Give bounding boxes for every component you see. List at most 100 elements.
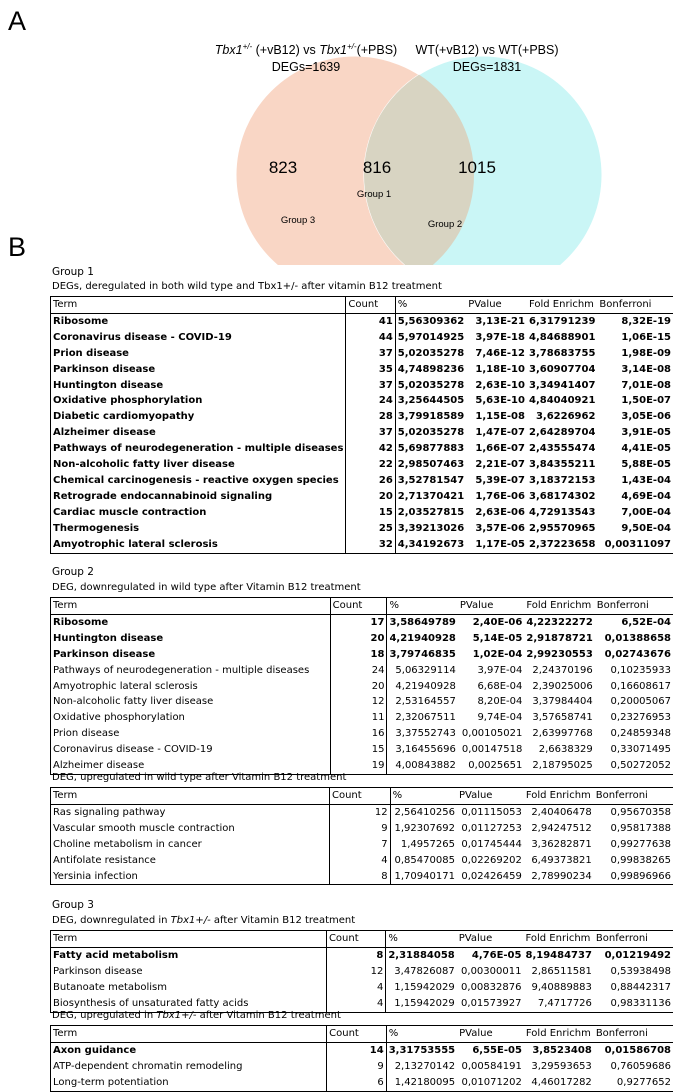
cell-pvalue: 4,76E-05 — [457, 947, 524, 963]
cell-count: 8 — [326, 947, 385, 963]
group1-title: Group 1 — [52, 266, 94, 278]
cell-bonferroni: 3,05E-06 — [597, 409, 673, 425]
group3-up-caption: DEG, upregulated in Tbx1+/- after Vitami… — [52, 1010, 341, 1021]
cell-term: Prion disease — [51, 726, 331, 742]
cell-count: 24 — [330, 663, 387, 679]
cell-percent: 5,02035278 — [395, 346, 466, 362]
table-row: Pathways of neurodegeneration - multiple… — [51, 441, 673, 457]
cell-fold-enrichment: 4,22322272 — [524, 614, 594, 630]
venn-left-only-count: 823 — [269, 158, 297, 177]
cell-count: 4 — [326, 980, 385, 996]
column-header-term: Term — [51, 297, 346, 314]
cell-fold-enrichment: 6,31791239 — [527, 313, 597, 329]
cell-count: 12 — [326, 964, 385, 980]
cell-bonferroni: 0,88442317 — [594, 980, 673, 996]
group2-up-caption: DEG, upregulated in wild type after Vita… — [52, 772, 346, 783]
cell-percent: 1,70940171 — [390, 869, 457, 885]
cell-bonferroni: 4,41E-05 — [597, 441, 673, 457]
column-header-pvalue: PValue — [466, 297, 527, 314]
cell-term: Ribosome — [51, 614, 331, 630]
cell-bonferroni: 1,50E-07 — [597, 393, 673, 409]
cell-bonferroni: 3,91E-05 — [597, 425, 673, 441]
cell-fold-enrichment: 2,91878721 — [524, 631, 594, 647]
cell-percent: 2,53164557 — [387, 694, 458, 710]
cell-bonferroni: 0,23276953 — [595, 710, 673, 726]
cell-term: Chemical carcinogenesis - reactive oxyge… — [51, 473, 346, 489]
cell-bonferroni: 5,88E-05 — [597, 457, 673, 473]
cell-bonferroni: 0,95670358 — [594, 804, 673, 820]
cell-percent: 2,03527815 — [395, 505, 466, 521]
cell-fold-enrichment: 3,84355211 — [527, 457, 597, 473]
cell-term: Diabetic cardiomyopathy — [51, 409, 346, 425]
cell-percent: 2,98507463 — [395, 457, 466, 473]
cell-pvalue: 1,17E-05 — [466, 537, 527, 553]
cell-term: Prion disease — [51, 346, 346, 362]
table-row: Pathways of neurodegeneration - multiple… — [51, 663, 673, 679]
cell-bonferroni: 7,00E-04 — [597, 505, 673, 521]
cell-fold-enrichment: 2,43555474 — [527, 441, 597, 457]
cell-term: Antifolate resistance — [51, 853, 330, 869]
cell-pvalue: 2,63E-10 — [466, 378, 527, 394]
cell-count: 9 — [329, 821, 390, 837]
cell-count: 35 — [346, 362, 395, 378]
cell-count: 8 — [329, 869, 390, 885]
cell-term: Retrograde endocannabinoid signaling — [51, 489, 346, 505]
cell-percent: 3,47826087 — [386, 964, 457, 980]
cell-count: 12 — [329, 804, 390, 820]
cell-fold-enrichment: 8,19484737 — [523, 947, 593, 963]
column-header-bonferroni: Bonferroni — [594, 1026, 673, 1043]
cell-bonferroni: 1,98E-09 — [597, 346, 673, 362]
cell-term: Coronavirus disease - COVID-19 — [51, 742, 331, 758]
cell-bonferroni: 3,14E-08 — [597, 362, 673, 378]
venn-left-title: Tbx1+/- (+vB12) vs Tbx1+/-(+PBS) — [215, 42, 397, 57]
cell-fold-enrichment: 3,37984404 — [524, 694, 594, 710]
group3-title: Group 3 — [52, 899, 94, 911]
cell-count: 41 — [346, 313, 395, 329]
cell-percent: 5,56309362 — [395, 313, 466, 329]
venn-group3-label: Group 3 — [281, 215, 315, 226]
cell-fold-enrichment: 4,84040921 — [527, 393, 597, 409]
cell-count: 24 — [346, 393, 395, 409]
cell-fold-enrichment: 3,6226962 — [527, 409, 597, 425]
venn-group1-label: Group 1 — [357, 189, 391, 200]
cell-count: 32 — [346, 537, 395, 553]
cell-term: Thermogenesis — [51, 521, 346, 537]
cell-term: Vascular smooth muscle contraction — [51, 821, 330, 837]
column-header-fold-enrichment: Fold Enrichm — [524, 598, 594, 615]
column-header-bonferroni: Bonferroni — [597, 297, 673, 314]
cell-fold-enrichment: 2,64289704 — [527, 425, 597, 441]
cell-fold-enrichment: 2,86511581 — [523, 964, 593, 980]
cell-count: 16 — [330, 726, 387, 742]
cell-fold-enrichment: 3,8523408 — [524, 1042, 594, 1058]
cell-fold-enrichment: 3,29593653 — [524, 1059, 594, 1075]
cell-bonferroni: 0,16608617 — [595, 679, 673, 695]
cell-term: Axon guidance — [51, 1042, 327, 1058]
cell-pvalue: 0,01115053 — [457, 804, 524, 820]
cell-fold-enrichment: 2,39025006 — [524, 679, 594, 695]
cell-fold-enrichment: 4,72913543 — [527, 505, 597, 521]
cell-pvalue: 1,02E-04 — [458, 647, 525, 663]
cell-term: Non-alcoholic fatty liver disease — [51, 457, 346, 473]
cell-fold-enrichment: 3,34941407 — [527, 378, 597, 394]
cell-count: 18 — [330, 647, 387, 663]
cell-term: Parkinson disease — [51, 647, 331, 663]
cell-term: Huntington disease — [51, 378, 346, 394]
cell-term: Coronavirus disease - COVID-19 — [51, 330, 346, 346]
cell-pvalue: 0,01745444 — [457, 837, 524, 853]
cell-percent: 3,39213026 — [395, 521, 466, 537]
cell-percent: 1,4957265 — [390, 837, 457, 853]
cell-percent: 3,25644505 — [395, 393, 466, 409]
cell-percent: 3,52781547 — [395, 473, 466, 489]
cell-pvalue: 0,00147518 — [458, 742, 525, 758]
